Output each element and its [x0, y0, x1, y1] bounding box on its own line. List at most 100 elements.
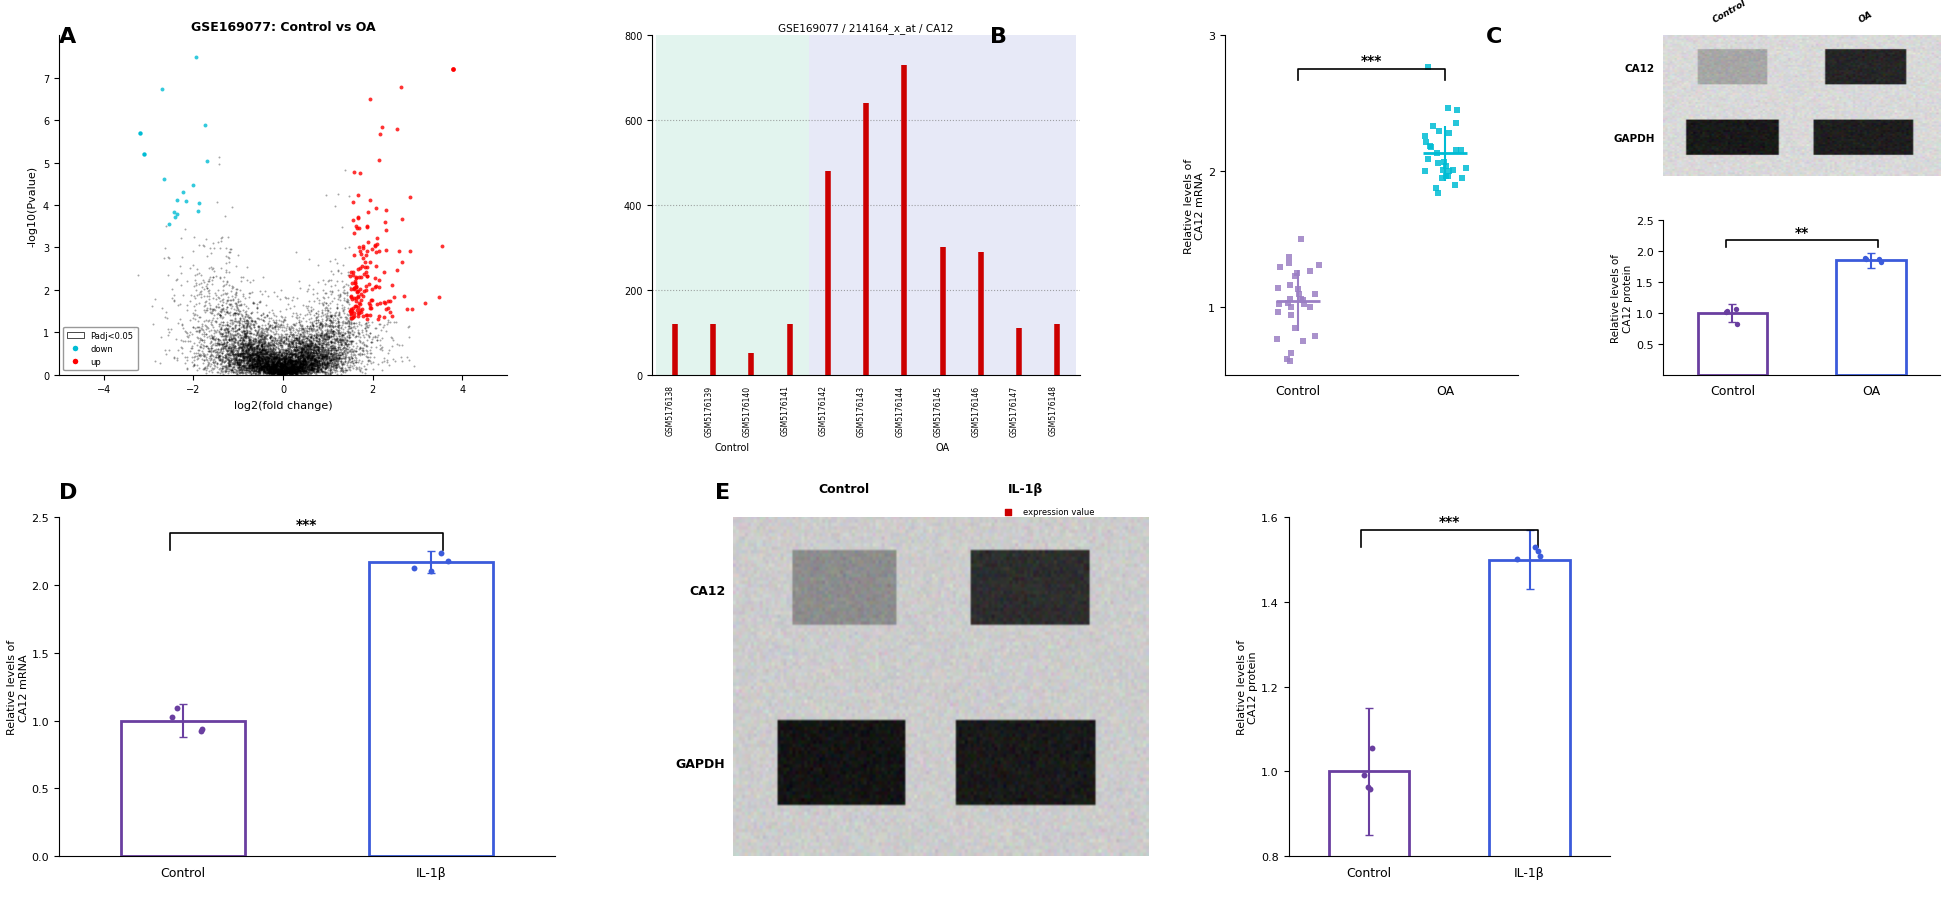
- Point: [319, 333, 351, 347]
- Point: [355, 299, 386, 313]
- Point: [269, 365, 300, 380]
- Point: [265, 366, 296, 381]
- Point: [245, 333, 276, 348]
- Point: [225, 315, 257, 330]
- Point: [233, 337, 265, 352]
- Point: [255, 343, 286, 357]
- Point: [314, 363, 345, 378]
- Point: [227, 297, 259, 312]
- Point: [323, 333, 355, 348]
- Point: [282, 365, 314, 380]
- Point: [221, 353, 253, 367]
- Point: [318, 343, 349, 357]
- Point: [312, 355, 343, 370]
- Point: [202, 336, 233, 351]
- Point: [218, 344, 249, 359]
- Point: [265, 360, 296, 374]
- Point: [237, 353, 269, 368]
- Point: [225, 343, 257, 358]
- Point: [257, 357, 288, 372]
- Point: [210, 326, 241, 341]
- Point: [255, 363, 286, 377]
- Point: [255, 360, 286, 374]
- Point: [263, 367, 294, 382]
- Point: [257, 363, 288, 378]
- Point: [210, 351, 241, 365]
- Point: [319, 324, 351, 339]
- Point: [312, 343, 343, 357]
- Point: [276, 336, 308, 351]
- Point: [261, 351, 292, 365]
- Point: [280, 365, 312, 380]
- Point: [243, 342, 274, 356]
- Point: [267, 368, 298, 383]
- Point: [214, 358, 245, 373]
- Point: [227, 341, 259, 355]
- Point: [212, 338, 243, 353]
- Point: [269, 367, 300, 382]
- Point: [304, 348, 335, 363]
- Point: [327, 344, 359, 359]
- Point: [292, 343, 323, 357]
- Point: [253, 353, 284, 368]
- Point: [312, 333, 343, 347]
- Point: [274, 334, 306, 349]
- Point: [296, 357, 327, 372]
- Point: [243, 351, 274, 365]
- Point: [319, 342, 351, 356]
- Point: [335, 337, 367, 352]
- Point: [231, 352, 263, 366]
- Point: [235, 364, 267, 379]
- Point: [298, 319, 329, 333]
- Point: [237, 273, 269, 288]
- Point: [272, 362, 304, 376]
- Point: [198, 349, 229, 363]
- Point: [314, 341, 345, 355]
- Point: [243, 352, 274, 366]
- Point: [253, 353, 284, 368]
- Point: [225, 336, 257, 351]
- Point: [278, 357, 310, 372]
- Point: [1441, 117, 1472, 131]
- Point: [292, 359, 323, 374]
- Point: [265, 362, 296, 376]
- Point: [284, 359, 316, 374]
- Point: [243, 347, 274, 362]
- Point: [316, 365, 347, 380]
- Point: [188, 240, 220, 254]
- Point: [296, 353, 327, 368]
- Point: [321, 320, 353, 334]
- Point: [347, 343, 378, 358]
- Point: [331, 317, 363, 332]
- Point: [274, 354, 306, 369]
- Point: [308, 357, 339, 372]
- Point: [306, 360, 337, 374]
- Point: [241, 360, 272, 374]
- Point: [263, 363, 294, 378]
- Point: [278, 357, 310, 372]
- Point: [284, 352, 316, 366]
- Point: [225, 333, 257, 348]
- Point: [249, 355, 280, 370]
- Point: [263, 343, 294, 357]
- Point: [263, 349, 294, 363]
- Point: [241, 340, 272, 354]
- Point: [221, 358, 253, 373]
- Point: [286, 329, 318, 343]
- Point: [302, 355, 333, 370]
- Point: [247, 336, 278, 351]
- Point: [265, 333, 296, 347]
- Point: [272, 355, 304, 370]
- Point: [280, 351, 312, 365]
- Point: [204, 350, 235, 364]
- Point: [239, 357, 270, 372]
- Point: [298, 357, 329, 372]
- Point: [276, 338, 308, 353]
- Point: [245, 351, 276, 365]
- Point: [233, 348, 265, 363]
- Point: [270, 361, 302, 375]
- Point: [312, 365, 343, 380]
- Point: [296, 363, 327, 378]
- Point: [272, 365, 304, 380]
- Point: [292, 344, 323, 359]
